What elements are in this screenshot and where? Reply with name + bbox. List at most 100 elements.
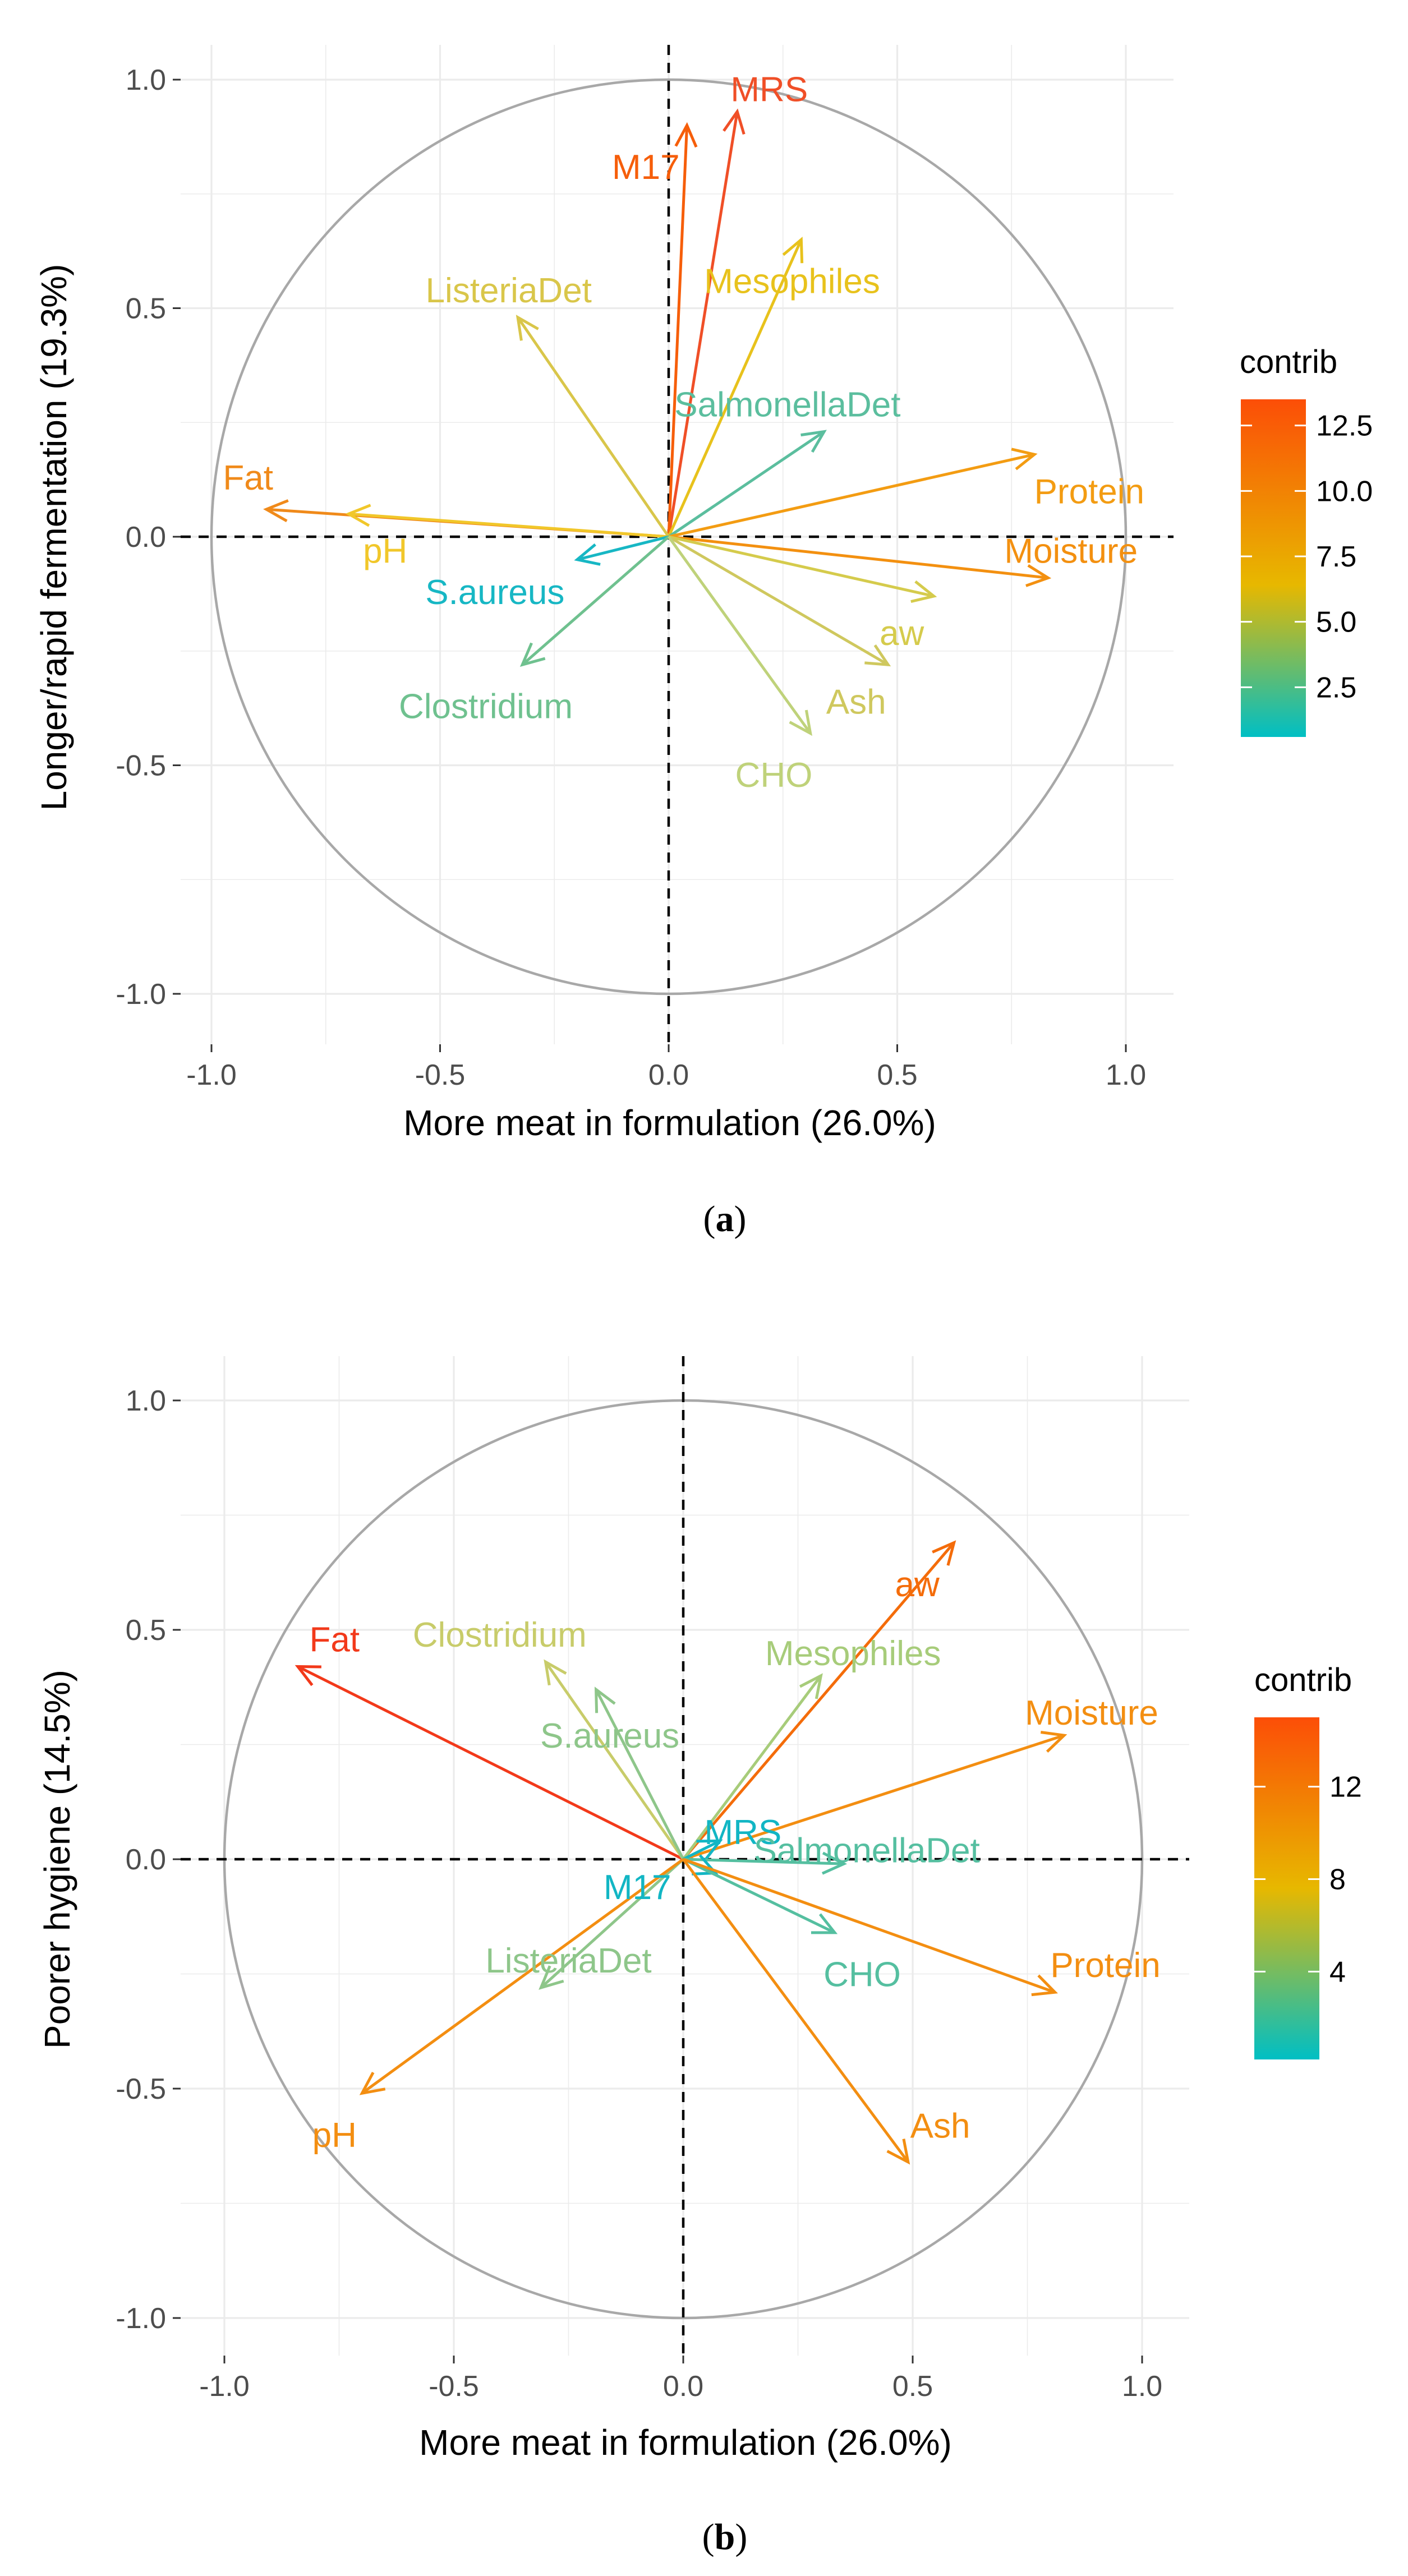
panel-b-legend-ticks: 4 8 12 bbox=[1254, 1771, 1362, 1988]
legend-tick-label: 4 bbox=[1329, 1956, 1346, 1988]
vector-shaft bbox=[668, 535, 935, 598]
vector-arrowhead bbox=[594, 1686, 616, 1713]
x-tick-label: 1.0 bbox=[1122, 2370, 1162, 2403]
variable-label: Clostridium bbox=[399, 688, 573, 726]
variable-label: Moisture bbox=[1025, 1694, 1158, 1732]
variable-label: SalmonellaDet bbox=[674, 386, 900, 425]
legend-tick-label: 8 bbox=[1329, 1864, 1346, 1896]
y-tick-label: 1.0 bbox=[126, 1385, 166, 1417]
vector-arrowhead bbox=[723, 108, 746, 135]
vector-arrowhead bbox=[821, 1851, 848, 1875]
vector-arrowhead bbox=[574, 543, 601, 566]
vector-cho bbox=[667, 536, 813, 736]
vector-moisture bbox=[683, 1730, 1067, 1861]
panel-a-colorbar bbox=[1241, 399, 1306, 737]
panel-a-legend: contrib 2.5 5.0 7.5 10.0 12.5 bbox=[1240, 344, 1373, 737]
variable-label: MRS bbox=[730, 70, 808, 109]
y-tick-label: -1.0 bbox=[116, 2302, 166, 2335]
panel-a-x-axis-title: More meat in formulation (26.0%) bbox=[403, 1103, 936, 1143]
panel-b-legend: contrib 4 8 12 bbox=[1254, 1662, 1362, 2059]
panel-a-vectors bbox=[263, 108, 1052, 736]
panel-b-colorbar bbox=[1254, 1717, 1319, 2059]
x-tick-label: 0.5 bbox=[877, 1059, 917, 1091]
vector-arrowhead bbox=[539, 1965, 564, 1990]
vector-mrs bbox=[682, 1839, 723, 1861]
variable-label: S.aureus bbox=[540, 1717, 679, 1755]
panel-a: MRS M17 Mesophiles ListeriaDet SalmonellaDet… bbox=[34, 45, 1373, 1239]
vector-shaft bbox=[668, 453, 1035, 538]
panel-b-legend-title: contrib bbox=[1254, 1662, 1352, 1698]
vector-arrowhead bbox=[544, 1659, 567, 1686]
vector-aw bbox=[668, 535, 937, 603]
variable-label: pH bbox=[363, 532, 407, 570]
variable-label: Ash bbox=[910, 2107, 970, 2145]
variable-label: Fat bbox=[223, 459, 273, 497]
vector-arrowhead bbox=[799, 1673, 823, 1699]
vector-shaft bbox=[297, 1665, 684, 1861]
vector-shaft bbox=[682, 1541, 955, 1860]
vector-shaft bbox=[544, 1661, 685, 1860]
variable-label: MRS bbox=[704, 1813, 781, 1852]
vector-shaft bbox=[577, 535, 669, 561]
vector-protein bbox=[683, 1858, 1058, 1997]
vector-arrowhead bbox=[1040, 1730, 1067, 1753]
vector-shaft bbox=[682, 1858, 909, 2163]
x-tick-label: 1.0 bbox=[1106, 1059, 1146, 1091]
vector-clostridium bbox=[544, 1659, 685, 1860]
vector-shaft bbox=[516, 316, 670, 538]
vector-mrs bbox=[667, 108, 746, 537]
panel-b: aw Fat Clostridium Mesophiles S.aureus Moistu… bbox=[37, 1356, 1362, 2557]
vector-protein bbox=[668, 448, 1038, 538]
vector-shaft bbox=[667, 536, 812, 734]
panel-a-legend-title: contrib bbox=[1240, 344, 1337, 380]
variable-label: ListeriaDet bbox=[485, 1942, 651, 1980]
vector-shaft bbox=[682, 1858, 836, 1934]
vector-arrowhead bbox=[263, 499, 289, 523]
variable-label: Moisture bbox=[1004, 532, 1138, 570]
panel-a-x-ticks: -1.0 -0.5 0.0 0.5 1.0 bbox=[186, 1044, 1146, 1091]
variable-label: aw bbox=[880, 614, 924, 653]
panel-a-legend-ticks: 2.5 5.0 7.5 10.0 12.5 bbox=[1241, 410, 1373, 704]
vector-arrowhead bbox=[800, 430, 827, 453]
y-tick-label: 0.0 bbox=[126, 1844, 166, 1876]
variable-label: Ash bbox=[826, 683, 886, 721]
variable-label: ListeriaDet bbox=[426, 271, 592, 310]
vector-shaft bbox=[668, 535, 1048, 579]
x-tick-label: -1.0 bbox=[186, 1059, 237, 1091]
vector-arrowhead bbox=[932, 1540, 956, 1566]
vector-ph bbox=[359, 1858, 684, 2095]
variable-label: S.aureus bbox=[425, 573, 564, 612]
vector-shaft bbox=[667, 125, 689, 537]
vector-shaft bbox=[348, 512, 669, 538]
vector-shaft bbox=[667, 239, 803, 538]
variable-label: aw bbox=[895, 1565, 940, 1604]
x-tick-label: -0.5 bbox=[429, 2370, 479, 2403]
panel-a-y-axis-title: Longer/rapid fermentation (19.3%) bbox=[34, 264, 74, 811]
vector-arrowhead bbox=[864, 644, 891, 667]
vector-shaft bbox=[683, 1858, 844, 1865]
vector-arrowhead bbox=[910, 580, 937, 603]
legend-tick-label: 10.0 bbox=[1316, 475, 1373, 508]
variable-label: pH bbox=[312, 2116, 357, 2155]
vector-arrowhead bbox=[345, 504, 371, 527]
vector-listeriadet bbox=[516, 315, 670, 538]
legend-tick-label: 2.5 bbox=[1316, 671, 1356, 704]
variable-label: Mesophiles bbox=[765, 1634, 941, 1673]
vector-s-aureus bbox=[574, 535, 669, 566]
variable-label: Mesophiles bbox=[704, 262, 880, 301]
vector-shaft bbox=[361, 1858, 684, 2095]
vector-shaft bbox=[683, 1734, 1065, 1861]
vector-clostridium bbox=[519, 536, 670, 667]
vector-shaft bbox=[521, 536, 670, 666]
variable-label: Clostridium bbox=[413, 1616, 587, 1655]
vector-shaft bbox=[540, 1858, 684, 1989]
legend-tick-label: 7.5 bbox=[1316, 541, 1356, 573]
y-tick-label: 0.0 bbox=[126, 521, 166, 554]
vector-ash bbox=[682, 1858, 910, 2165]
vector-mesophiles bbox=[682, 1673, 823, 1860]
legend-tick-label: 12 bbox=[1329, 1771, 1362, 1804]
vector-mesophiles bbox=[667, 237, 804, 538]
variable-label: CHO bbox=[735, 756, 813, 795]
vector-aw bbox=[682, 1540, 956, 1860]
